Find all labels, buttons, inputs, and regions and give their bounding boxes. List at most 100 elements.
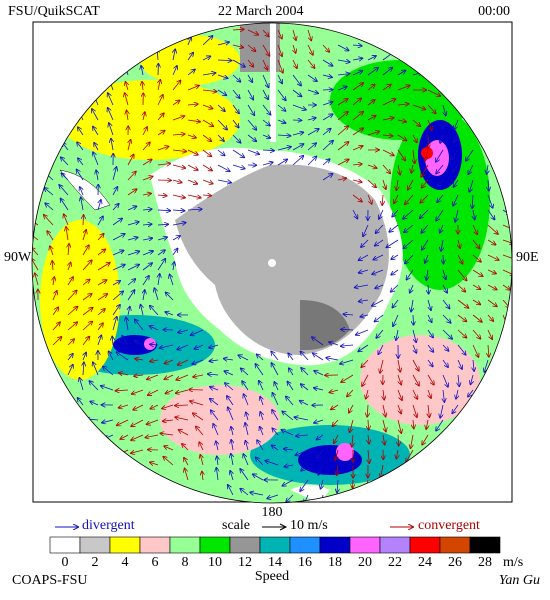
wind-arrow bbox=[150, 344, 159, 345]
wind-arrow bbox=[428, 389, 431, 398]
wind-arrow bbox=[277, 89, 286, 100]
wind-arrow bbox=[322, 75, 332, 77]
colorbar-tick-label: 14 bbox=[268, 555, 282, 570]
wind-arrow bbox=[337, 60, 350, 62]
wind-arrow bbox=[457, 284, 465, 292]
wind-arrow bbox=[262, 135, 270, 138]
wind-arrow bbox=[487, 299, 497, 306]
wind-arrow bbox=[379, 209, 384, 219]
colorbar-tick-label: 12 bbox=[238, 555, 252, 570]
wind-arrow bbox=[295, 449, 309, 455]
wind-arrow bbox=[68, 263, 71, 271]
wind-arrow bbox=[427, 344, 433, 352]
wind-arrow bbox=[228, 407, 234, 421]
wind-arrow bbox=[322, 159, 330, 166]
wind-arrow bbox=[47, 231, 54, 241]
wind-arrow bbox=[426, 419, 428, 429]
wind-arrow bbox=[487, 284, 497, 290]
wind-arrow bbox=[375, 314, 384, 322]
legend-convergent: convergent bbox=[418, 518, 480, 533]
wind-arrow bbox=[172, 195, 185, 198]
wind-arrow bbox=[442, 359, 448, 367]
wind-arrow bbox=[454, 134, 459, 142]
wind-arrow bbox=[382, 149, 394, 156]
wind-arrow bbox=[442, 299, 450, 309]
wind-arrow bbox=[301, 368, 309, 376]
wind-arrow bbox=[202, 164, 212, 171]
wind-arrow bbox=[157, 237, 167, 240]
wind-arrow bbox=[396, 449, 398, 459]
wind-arrow bbox=[196, 426, 204, 436]
wind-arrow bbox=[202, 90, 217, 92]
wind-arrow bbox=[217, 164, 230, 171]
colorbar-cell bbox=[409, 536, 441, 554]
wind-arrow bbox=[472, 194, 473, 208]
wind-arrow bbox=[164, 374, 174, 379]
wind-arrow bbox=[307, 29, 311, 41]
wind-arrow bbox=[94, 143, 99, 151]
wind-arrow bbox=[119, 373, 129, 375]
wind-arrow bbox=[81, 197, 83, 211]
wind-arrow bbox=[82, 308, 93, 316]
colorbar-tick-label: 4 bbox=[122, 555, 129, 570]
wind-arrow bbox=[322, 44, 329, 52]
wind-arrow bbox=[413, 149, 415, 163]
wind-arrow bbox=[294, 417, 309, 421]
wind-arrow bbox=[466, 149, 474, 161]
wind-arrow bbox=[389, 224, 399, 232]
wind-arrow bbox=[322, 114, 333, 121]
wind-arrow bbox=[256, 457, 264, 466]
wind-arrow bbox=[436, 419, 444, 431]
wind-arrow bbox=[293, 29, 296, 40]
wind-arrow bbox=[217, 89, 226, 95]
wind-arrow bbox=[472, 314, 482, 322]
wind-arrow bbox=[93, 362, 99, 376]
wind-arrow bbox=[127, 189, 137, 196]
wind-arrow bbox=[361, 359, 369, 367]
wind-arrow bbox=[300, 479, 309, 491]
wind-arrow bbox=[352, 83, 363, 91]
wind-arrow bbox=[119, 405, 129, 408]
wind-arrow bbox=[96, 170, 98, 181]
wind-arrow bbox=[352, 45, 362, 46]
wind-arrow bbox=[158, 274, 160, 286]
wind-arrow bbox=[413, 314, 414, 325]
wind-arrow bbox=[202, 134, 211, 141]
footer-left: COAPS-FSU bbox=[12, 573, 87, 588]
wind-arrow bbox=[352, 71, 363, 76]
wind-arrow bbox=[292, 104, 306, 110]
wind-arrow bbox=[108, 93, 114, 106]
wind-arrow bbox=[142, 251, 153, 256]
colorbar: 0 2 4 6 8 10 12 14 16 18 20 22 24 26 28 bbox=[49, 536, 501, 570]
wind-arrow bbox=[187, 209, 202, 210]
wind-arrow bbox=[157, 195, 167, 196]
wind-arrow bbox=[436, 149, 444, 162]
wind-arrow bbox=[93, 152, 99, 166]
wind-arrow bbox=[271, 351, 279, 361]
wind-arrow bbox=[172, 116, 185, 121]
wind-arrow bbox=[217, 42, 229, 46]
wind-arrow bbox=[78, 398, 84, 406]
wind-arrow bbox=[277, 59, 283, 73]
wind-arrow bbox=[142, 224, 152, 225]
wind-arrow bbox=[502, 284, 510, 290]
wind-arrow bbox=[441, 239, 443, 251]
wind-arrow bbox=[322, 90, 333, 91]
wind-arrow bbox=[247, 119, 256, 130]
wind-arrow bbox=[457, 254, 463, 264]
wind-arrow bbox=[382, 118, 394, 120]
wind-arrow bbox=[440, 224, 443, 233]
wind-arrow bbox=[157, 131, 165, 136]
wind-arrow bbox=[164, 446, 174, 451]
wind-arrow bbox=[300, 352, 309, 361]
wind-arrow bbox=[210, 387, 219, 390]
wind-arrow bbox=[112, 218, 122, 226]
wind-arrow bbox=[112, 265, 125, 271]
wind-arrow bbox=[277, 74, 282, 83]
wind-arrow bbox=[272, 393, 279, 406]
wind-arrow bbox=[157, 210, 170, 211]
wind-arrow bbox=[142, 193, 151, 195]
wind-arrow bbox=[128, 140, 131, 151]
wind-arrow bbox=[422, 239, 429, 250]
wind-arrow bbox=[247, 134, 256, 141]
